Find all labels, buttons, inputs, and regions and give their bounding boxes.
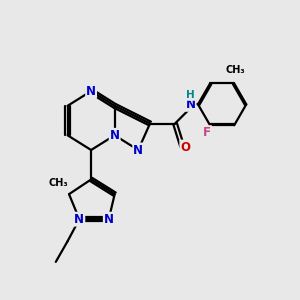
Text: N: N [110, 129, 120, 142]
Text: N: N [186, 98, 196, 111]
Text: H: H [186, 90, 195, 100]
Text: F: F [203, 126, 211, 139]
Text: O: O [180, 141, 190, 154]
Text: CH₃: CH₃ [49, 178, 68, 188]
Text: N: N [86, 85, 96, 98]
Text: N: N [74, 213, 84, 226]
Text: CH₃: CH₃ [226, 65, 245, 75]
Text: N: N [104, 213, 114, 226]
Text: N: N [133, 143, 143, 157]
